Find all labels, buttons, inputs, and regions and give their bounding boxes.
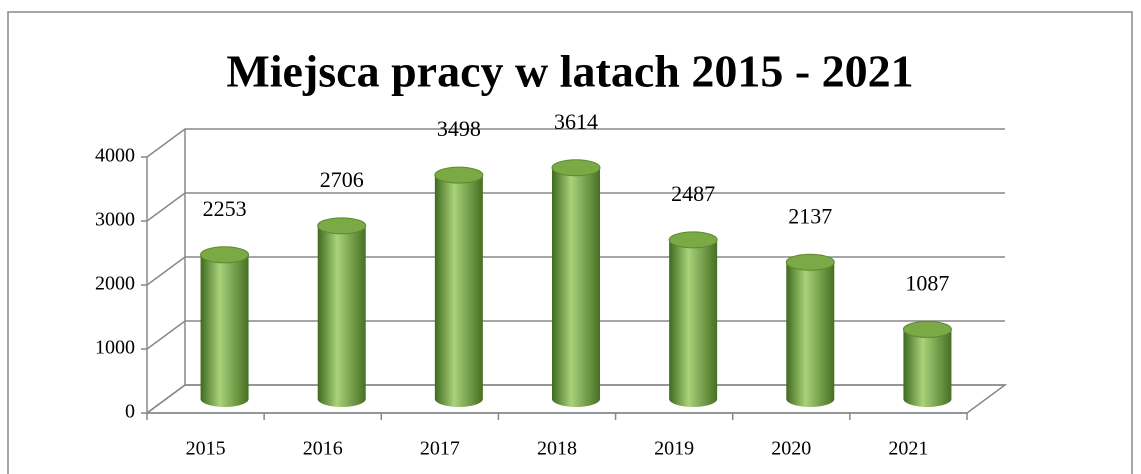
x-tick-label: 2016 — [303, 438, 343, 460]
value-label: 2137 — [788, 203, 832, 228]
bar — [669, 239, 718, 407]
y-tick-label: 3000 — [95, 209, 135, 231]
bar-top — [785, 253, 835, 271]
x-tick-label: 2020 — [771, 438, 811, 460]
bar — [317, 225, 366, 407]
bar-top — [902, 320, 952, 338]
bar-top — [551, 159, 601, 177]
bar-top — [434, 166, 484, 184]
chart-title: Miejsca pracy w latach 2015 - 2021 — [226, 46, 913, 97]
bar-top — [317, 217, 367, 235]
bar — [786, 262, 835, 407]
value-label: 2253 — [203, 196, 247, 221]
bar — [434, 175, 483, 407]
x-tick-label: 2017 — [420, 438, 460, 460]
bar-top — [668, 231, 718, 249]
value-label: 2487 — [671, 181, 715, 206]
value-label: 3614 — [554, 109, 598, 134]
grid-line — [146, 192, 1005, 222]
bar — [200, 254, 249, 407]
y-tick-label: 1000 — [95, 337, 135, 359]
grid-line — [146, 256, 1005, 286]
bar — [552, 167, 600, 407]
value-label: 1087 — [905, 270, 949, 295]
grid-line — [146, 384, 1005, 414]
x-tick-label: 2018 — [537, 438, 577, 460]
y-tick-label: 0 — [125, 401, 135, 423]
x-tick-label: 2015 — [186, 438, 226, 460]
bar-top — [200, 246, 250, 264]
grid-line — [146, 128, 1005, 158]
x-tick-label: 2019 — [654, 438, 694, 460]
y-tick-label: 4000 — [95, 145, 135, 167]
bar — [903, 329, 952, 407]
x-tick-label: 2021 — [888, 438, 928, 460]
grid-line — [146, 320, 1005, 350]
value-label: 3498 — [437, 116, 481, 141]
y-tick-label: 2000 — [95, 273, 135, 295]
value-label: 2706 — [320, 167, 364, 192]
